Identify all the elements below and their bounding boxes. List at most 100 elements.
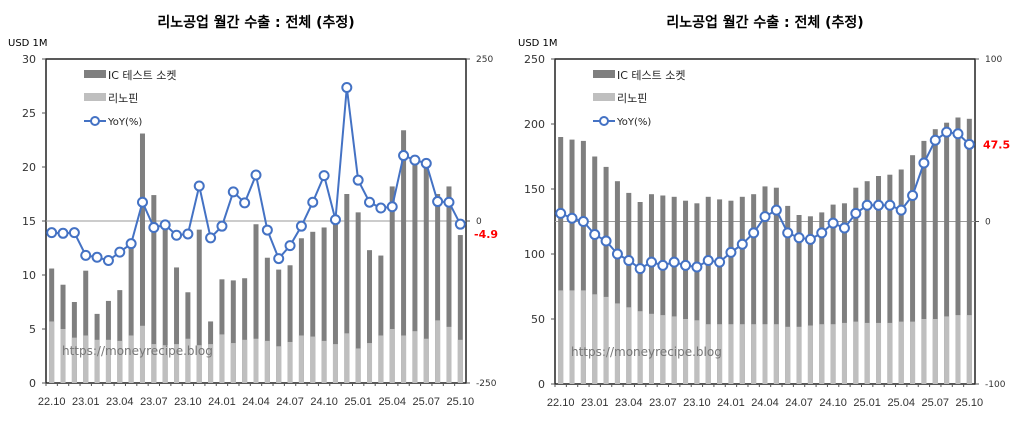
bar-ic-test-socket <box>853 187 859 384</box>
bar-leeno-pin <box>287 341 293 383</box>
yoy-point <box>171 229 183 241</box>
bar-ic-test-socket <box>637 202 643 384</box>
bar-leeno-pin <box>807 325 813 384</box>
y-tick-label: 200 <box>524 118 545 131</box>
bar-ic-test-socket <box>898 169 904 384</box>
x-tick-label: 22.10 <box>547 397 575 409</box>
legend-label: YoY(%) <box>616 117 651 128</box>
bar-ic-test-socket <box>569 139 575 384</box>
yoy-point <box>748 227 760 239</box>
bar-leeno-pin <box>219 334 225 383</box>
bar-ic-test-socket <box>910 155 916 384</box>
bar-leeno-pin <box>637 311 643 384</box>
bar-ic-test-socket <box>876 176 882 384</box>
yoy-point <box>668 256 680 268</box>
yoy-point <box>432 196 444 208</box>
yoy-point <box>318 170 330 182</box>
bar-leeno-pin <box>230 343 236 383</box>
yoy-point <box>352 174 364 186</box>
x-tick-label: 23.01 <box>581 397 609 409</box>
x-tick-label: 24.10 <box>819 397 847 409</box>
yoy-point <box>91 251 103 263</box>
bar-leeno-pin <box>762 324 768 384</box>
yoy-point <box>216 220 228 232</box>
yoy-point <box>680 259 692 271</box>
y-tick-label: 0 <box>29 377 36 390</box>
bar-leeno-pin <box>49 321 55 383</box>
yoy-point <box>261 224 273 236</box>
yoy-point <box>714 256 726 268</box>
bar-ic-test-socket <box>762 186 768 384</box>
bar-ic-test-socket <box>603 166 609 384</box>
bar-leeno-pin <box>310 336 316 383</box>
y2-tick-label: 100 <box>985 55 1002 65</box>
bar-ic-test-socket <box>558 137 564 384</box>
legend-marker-yoy <box>599 116 609 126</box>
bar-leeno-pin <box>944 316 950 384</box>
bar-leeno-pin <box>932 319 938 384</box>
x-tick-label: 25.04 <box>887 397 915 409</box>
x-tick-label: 25.01 <box>344 396 372 408</box>
yoy-point <box>227 186 239 198</box>
bar-leeno-pin <box>105 339 111 383</box>
bar-leeno-pin <box>389 329 395 383</box>
x-tick-label: 24.07 <box>785 397 813 409</box>
yoy-point <box>375 202 387 214</box>
y2-tick-label: 0 <box>476 217 482 227</box>
yoy-point <box>284 240 296 252</box>
yoy-point <box>102 255 114 267</box>
yoy-point <box>114 246 126 258</box>
bar-ic-test-socket <box>841 203 847 384</box>
bar-ic-test-socket <box>264 257 270 383</box>
yoy-point <box>861 199 873 211</box>
bar-ic-test-socket <box>457 235 463 383</box>
bar-ic-test-socket <box>626 192 632 384</box>
x-tick-label: 24.01 <box>208 396 236 408</box>
bar-ic-test-socket <box>932 129 938 384</box>
yoy-point <box>929 134 941 146</box>
bar-leeno-pin <box>773 324 779 384</box>
bar-ic-test-socket <box>321 227 327 383</box>
y-tick-label: 25 <box>22 107 36 120</box>
legend-label: 리노핀 <box>617 92 647 105</box>
y2-tick-label: 250 <box>476 55 493 65</box>
bar-ic-test-socket <box>298 238 304 383</box>
bar-ic-test-socket <box>739 196 745 384</box>
bar-ic-test-socket <box>242 278 248 383</box>
yoy-point <box>250 169 262 181</box>
legend-swatch-leeno-pin <box>593 93 615 101</box>
bar-ic-test-socket <box>705 196 711 384</box>
x-tick-label: 25.01 <box>853 397 881 409</box>
x-tick-label: 23.07 <box>649 397 677 409</box>
bar-leeno-pin <box>264 340 270 383</box>
x-tick-label: 25.07 <box>922 397 950 409</box>
last-yoy-label: -4.9 <box>474 228 498 241</box>
bar-leeno-pin <box>344 333 350 383</box>
bar-ic-test-socket <box>310 231 316 383</box>
bar-ic-test-socket <box>253 224 259 383</box>
y2-tick-label: -100 <box>985 380 1006 390</box>
bar-leeno-pin <box>298 335 304 383</box>
y2-tick-label: -250 <box>476 379 497 389</box>
legend-label: YoY(%) <box>107 117 142 128</box>
bar-ic-test-socket <box>751 194 757 384</box>
yoy-point <box>691 261 703 273</box>
bar-leeno-pin <box>592 294 598 384</box>
bar-ic-test-socket <box>128 248 134 383</box>
legend-marker-yoy <box>90 116 100 126</box>
bar-ic-test-socket <box>796 215 802 384</box>
x-tick-label: 23.10 <box>174 396 202 408</box>
yoy-point <box>634 263 646 275</box>
yoy-point <box>770 204 782 216</box>
bar-leeno-pin <box>378 335 384 383</box>
bar-ic-test-socket <box>378 255 384 383</box>
yoy-point <box>295 220 307 232</box>
x-tick-label: 23.01 <box>72 396 100 408</box>
yoy-point <box>963 138 975 150</box>
bar-ic-test-socket <box>773 187 779 384</box>
yoy-point <box>804 233 816 245</box>
bar-leeno-pin <box>321 340 327 383</box>
x-tick-label: 25.04 <box>378 396 406 408</box>
yoy-point <box>600 235 612 247</box>
yoy-point <box>193 180 205 192</box>
